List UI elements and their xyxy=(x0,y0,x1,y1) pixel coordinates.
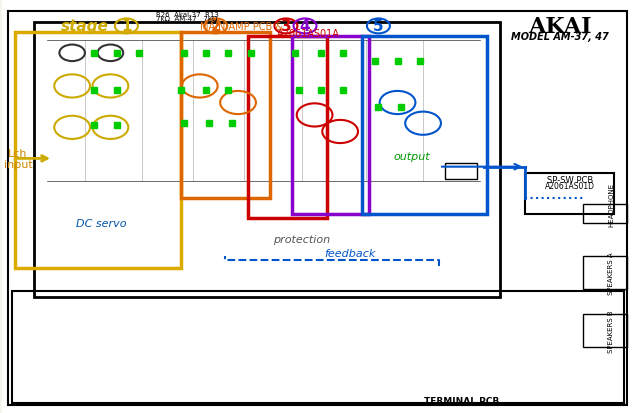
Text: 3: 3 xyxy=(280,19,291,34)
Text: stage: stage xyxy=(61,19,109,34)
Text: MAIN AMP PCB &: MAIN AMP PCB & xyxy=(200,22,283,32)
Text: R26  Akai-37  R13: R26 Akai-37 R13 xyxy=(156,12,218,17)
Text: protection: protection xyxy=(273,235,330,244)
Bar xyxy=(582,204,627,223)
Text: TERMINAL PCB: TERMINAL PCB xyxy=(424,396,499,405)
Text: 7kΩ  AM-47   7kΩ: 7kΩ AM-47 7kΩ xyxy=(156,16,218,21)
Text: AKAI: AKAI xyxy=(529,16,592,38)
Bar xyxy=(34,23,500,297)
Bar xyxy=(292,37,369,215)
Bar xyxy=(445,163,477,180)
Text: Lch
input: Lch input xyxy=(4,148,32,170)
Bar xyxy=(180,33,270,198)
Text: 5: 5 xyxy=(373,19,384,34)
Text: 4: 4 xyxy=(300,19,310,34)
Bar xyxy=(248,37,328,219)
Text: 2: 2 xyxy=(211,19,221,34)
Bar xyxy=(15,33,180,268)
Text: MODEL AM-37, 47: MODEL AM-37, 47 xyxy=(511,32,609,42)
Text: SPEAKERS B: SPEAKERS B xyxy=(608,309,614,351)
Text: A2061AS01A: A2061AS01A xyxy=(276,29,340,39)
Text: feedback: feedback xyxy=(324,248,376,258)
Text: 1: 1 xyxy=(121,19,132,34)
Bar xyxy=(12,291,624,403)
Text: output: output xyxy=(394,152,431,162)
Text: SP-SW PCB: SP-SW PCB xyxy=(547,175,593,184)
Bar xyxy=(525,173,614,215)
Bar xyxy=(582,256,627,289)
Bar xyxy=(362,37,487,215)
Bar xyxy=(582,314,627,347)
Text: DC servo: DC servo xyxy=(76,218,126,228)
Text: SPEAKERS A: SPEAKERS A xyxy=(608,252,614,294)
Text: A2061AS01D: A2061AS01D xyxy=(545,181,595,190)
Text: HEADPHONE: HEADPHONE xyxy=(608,183,614,226)
